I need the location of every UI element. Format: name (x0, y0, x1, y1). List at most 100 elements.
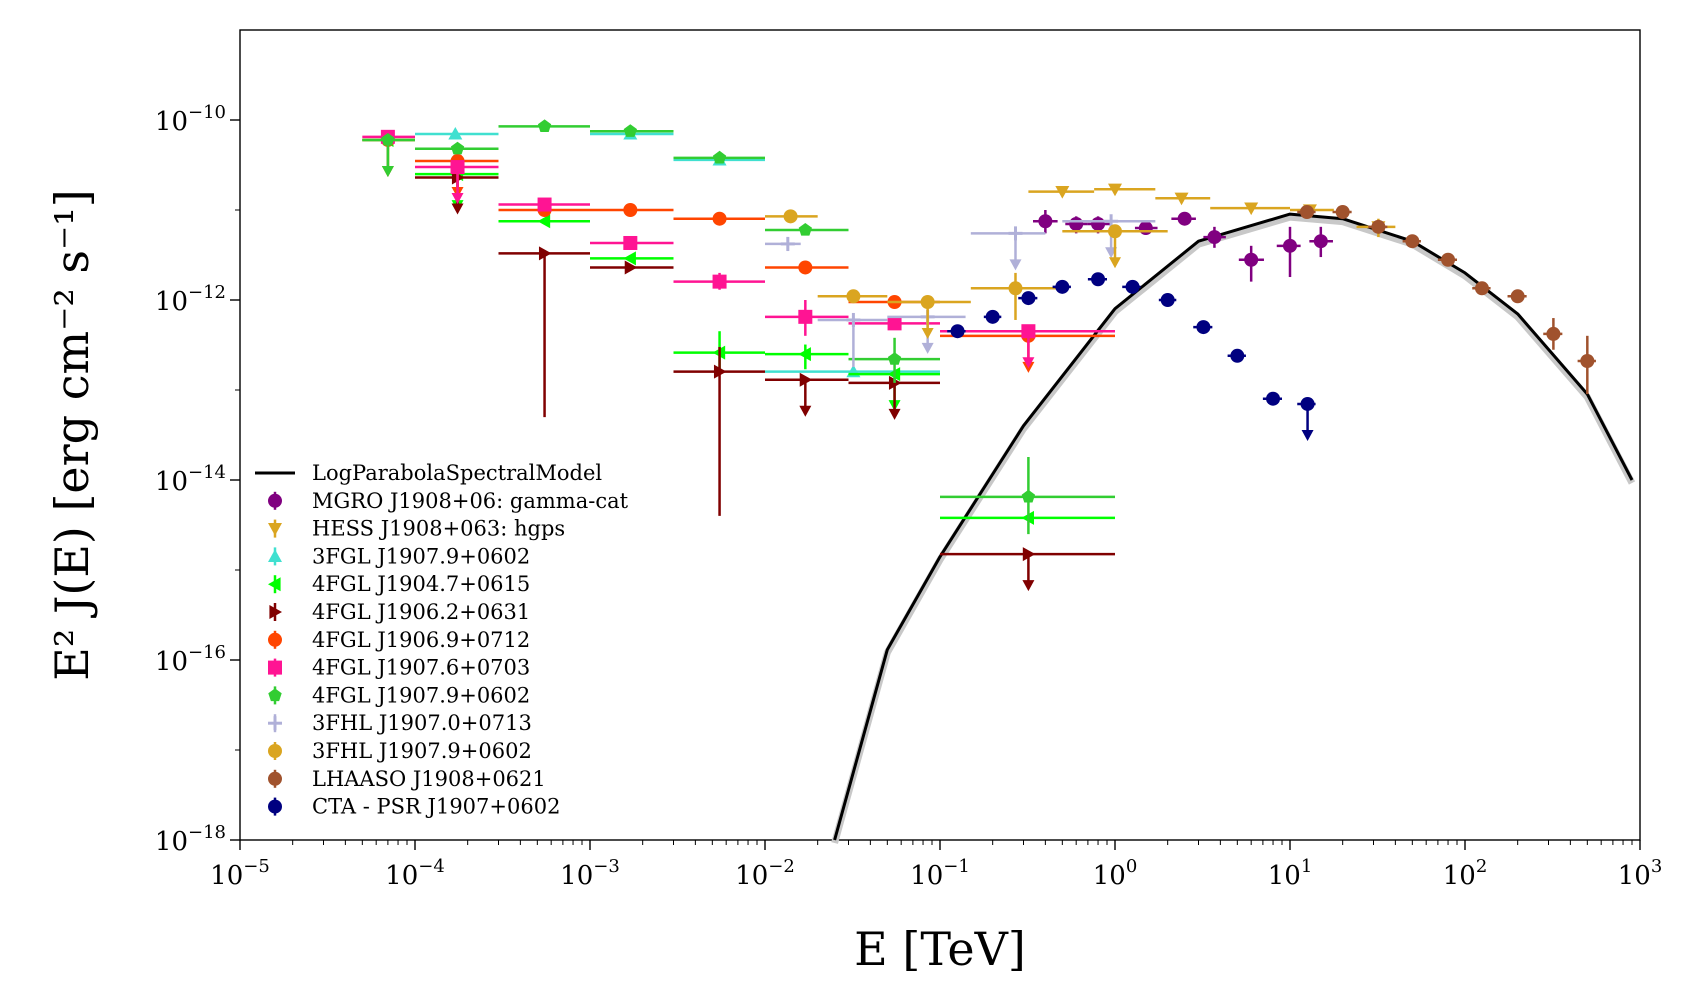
upper-limit-arrow (451, 203, 464, 215)
upper-limit-arrow (921, 328, 934, 340)
legend-item: 4FGL J1906.2+0631 (269, 600, 530, 624)
data-point (1266, 391, 1281, 406)
data-point (1160, 293, 1175, 307)
y-tick-label: 10−10 (155, 102, 226, 137)
data-point (1196, 320, 1211, 335)
series-cta-psr-j1907-0602 (947, 272, 1316, 441)
legend-marker-swatch (268, 632, 282, 647)
series-3fgl-j1907-9-0602 (415, 126, 940, 378)
x-tick-label: 102 (1443, 856, 1488, 891)
legend-marker-swatch (268, 799, 282, 814)
upper-limit-arrow (1022, 357, 1035, 369)
y-axis-label: E² J(E) [erg cm⁻² s⁻¹] (45, 189, 99, 680)
data-point (1091, 216, 1106, 231)
data-point (1055, 186, 1070, 199)
series-4fgl-j1906-9-0712 (362, 132, 1115, 373)
x-tick-label: 10−4 (385, 856, 445, 891)
data-point (1055, 279, 1070, 294)
x-axis-label: E [TeV] (854, 922, 1026, 976)
legend-label: 4FGL J1907.9+0602 (312, 683, 530, 707)
legend-item: MGRO J1908+06: gamma-cat (268, 489, 629, 513)
data-point (1546, 326, 1561, 341)
data-series-layer (362, 119, 1596, 592)
x-tick-label: 103 (1618, 856, 1663, 891)
data-point (846, 312, 861, 327)
upper-limit-arrow (888, 408, 901, 420)
axis-ticks (230, 119, 1641, 850)
legend-label: CTA - PSR J1907+0602 (312, 795, 560, 819)
data-point (623, 235, 638, 250)
legend-marker-swatch (268, 716, 282, 731)
data-point (537, 119, 552, 132)
data-point (1580, 354, 1595, 369)
y-tick-label: 10−16 (155, 642, 226, 677)
legend-label: 4FGL J1906.9+0712 (312, 628, 530, 652)
x-tick-label: 101 (1268, 856, 1313, 891)
data-point (537, 197, 552, 212)
legend-item: LHAASO J1908+0621 (268, 767, 546, 791)
series-lhaaso-j1908-0621 (1297, 205, 1596, 395)
data-point (712, 274, 727, 289)
data-point (799, 372, 813, 387)
upper-limit-arrow (799, 405, 812, 417)
data-point (623, 203, 638, 217)
data-point (1371, 219, 1386, 234)
data-point (713, 364, 727, 379)
legend-label: LHAASO J1908+0621 (312, 767, 546, 791)
data-point (1021, 489, 1036, 503)
legend-item: CTA - PSR J1907+0602 (268, 795, 560, 819)
upper-limit-arrow (921, 342, 934, 354)
data-point (798, 347, 811, 362)
data-point (920, 295, 935, 310)
data-point (1021, 291, 1036, 306)
upper-limit-arrow (1109, 257, 1121, 269)
data-point (712, 211, 727, 226)
data-point (1207, 230, 1222, 245)
legend-marker-swatch (268, 688, 282, 702)
legend-marker-swatch (268, 549, 282, 562)
legend-label: 4FGL J1904.7+0615 (312, 572, 530, 596)
data-point (712, 150, 727, 164)
legend-item: 3FHL J1907.0+0713 (268, 711, 532, 735)
legend-item: 4FGL J1906.9+0712 (268, 628, 530, 652)
data-point (624, 260, 638, 275)
data-point (798, 260, 813, 275)
x-tick-label: 10−5 (210, 856, 270, 891)
data-point (1299, 205, 1314, 220)
data-point (450, 160, 465, 175)
data-point (1244, 252, 1259, 267)
x-tick-label: 10−1 (910, 856, 970, 891)
legend-label: HESS J1908+063: hgps (312, 517, 565, 541)
legend-marker-swatch (268, 771, 282, 786)
data-point (780, 236, 795, 251)
legend-marker-swatch (268, 493, 282, 508)
data-point (448, 126, 463, 140)
data-point (1108, 183, 1122, 197)
data-point (1125, 279, 1140, 294)
data-point (1021, 324, 1036, 339)
data-point (846, 289, 861, 304)
legend: LogParabolaSpectralModel MGRO J1908+06: g… (255, 461, 629, 819)
legend-item: 3FGL J1907.9+0602 (268, 544, 530, 568)
data-point (950, 324, 965, 339)
data-point (783, 209, 798, 224)
legend-marker-swatch (268, 577, 281, 592)
series-3fhl-j1907-9-0602 (765, 209, 1168, 340)
data-point (1230, 348, 1245, 363)
data-point (1038, 214, 1053, 229)
data-point (381, 133, 395, 146)
x-tick-label: 10−2 (735, 856, 795, 891)
upper-limit-arrow (1022, 580, 1035, 592)
data-point (1091, 272, 1106, 287)
data-point (1008, 281, 1023, 296)
legend-label: 3FHL J1907.9+0602 (312, 739, 532, 763)
data-point (1474, 281, 1489, 296)
data-point (1405, 234, 1420, 249)
data-point (1022, 547, 1036, 562)
data-point (1008, 226, 1023, 241)
x-tick-label: 100 (1093, 856, 1138, 891)
data-point (985, 309, 1000, 324)
legend-marker-swatch (268, 660, 282, 675)
series-3fhl-j1907-0-0713 (765, 214, 1156, 368)
